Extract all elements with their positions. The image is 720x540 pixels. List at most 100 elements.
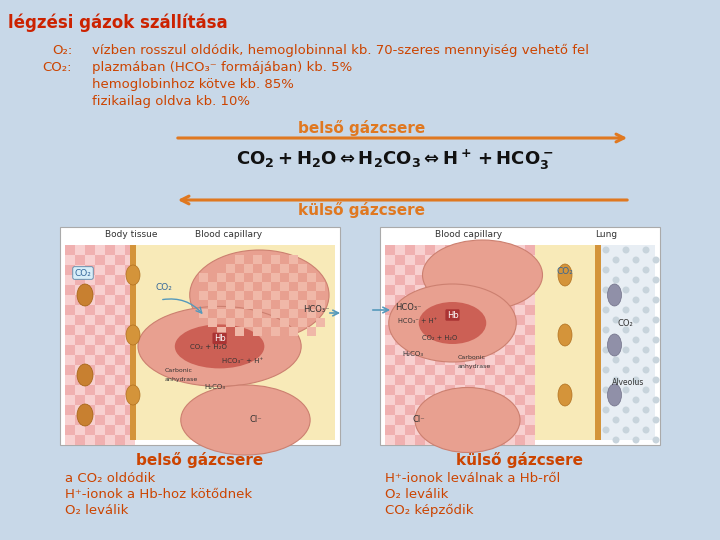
Bar bbox=[75, 365, 85, 375]
Bar bbox=[425, 305, 435, 315]
Bar bbox=[515, 295, 525, 305]
Bar bbox=[485, 285, 495, 295]
Bar bbox=[505, 415, 515, 425]
Bar bbox=[415, 435, 425, 445]
Bar bbox=[425, 415, 435, 425]
Bar bbox=[65, 415, 75, 425]
Bar bbox=[105, 365, 115, 375]
Ellipse shape bbox=[423, 240, 542, 310]
Bar bbox=[125, 355, 135, 365]
Bar bbox=[115, 285, 125, 295]
Bar bbox=[465, 345, 475, 355]
Bar bbox=[65, 325, 75, 335]
Bar bbox=[65, 395, 75, 405]
Circle shape bbox=[642, 387, 649, 394]
Bar bbox=[525, 345, 535, 355]
Bar bbox=[244, 300, 253, 309]
Bar bbox=[485, 295, 495, 305]
Bar bbox=[505, 315, 515, 325]
Circle shape bbox=[623, 327, 629, 334]
Bar bbox=[525, 255, 535, 265]
Bar bbox=[415, 255, 425, 265]
Bar bbox=[415, 285, 425, 295]
Bar bbox=[85, 325, 95, 335]
Bar bbox=[525, 305, 535, 315]
Bar bbox=[425, 395, 435, 405]
Bar bbox=[405, 435, 415, 445]
Bar bbox=[125, 435, 135, 445]
Bar bbox=[465, 325, 475, 335]
Bar bbox=[445, 315, 455, 325]
Bar bbox=[65, 335, 75, 345]
Bar bbox=[525, 355, 535, 365]
Bar bbox=[395, 395, 405, 405]
Bar bbox=[425, 255, 435, 265]
Bar bbox=[65, 245, 75, 255]
Bar bbox=[125, 285, 135, 295]
Bar bbox=[95, 285, 105, 295]
Bar bbox=[425, 365, 435, 375]
Bar bbox=[253, 255, 262, 264]
Bar bbox=[475, 355, 485, 365]
Bar bbox=[495, 375, 505, 385]
Circle shape bbox=[642, 427, 649, 434]
Bar bbox=[455, 275, 465, 285]
Bar bbox=[515, 405, 525, 415]
Bar bbox=[475, 275, 485, 285]
Bar bbox=[505, 395, 515, 405]
Bar bbox=[405, 245, 415, 255]
Bar bbox=[405, 295, 415, 305]
Bar bbox=[455, 335, 465, 345]
Bar bbox=[289, 273, 298, 282]
Ellipse shape bbox=[389, 284, 516, 362]
Bar bbox=[445, 435, 455, 445]
Bar bbox=[435, 345, 445, 355]
Bar bbox=[445, 425, 455, 435]
Text: CO₂ + H₂O: CO₂ + H₂O bbox=[423, 335, 458, 341]
Bar bbox=[199, 309, 208, 318]
Bar bbox=[525, 285, 535, 295]
Bar bbox=[465, 405, 475, 415]
Bar bbox=[515, 435, 525, 445]
Bar bbox=[515, 275, 525, 285]
Bar bbox=[455, 315, 465, 325]
Bar bbox=[495, 385, 505, 395]
Circle shape bbox=[642, 287, 649, 294]
Bar bbox=[425, 375, 435, 385]
Bar bbox=[485, 395, 495, 405]
Bar bbox=[115, 325, 125, 335]
Text: Hb: Hb bbox=[446, 310, 459, 320]
Bar bbox=[289, 309, 298, 318]
Bar bbox=[525, 295, 535, 305]
Bar bbox=[415, 315, 425, 325]
Bar bbox=[485, 405, 495, 415]
Bar bbox=[435, 265, 445, 275]
Bar bbox=[465, 275, 475, 285]
Circle shape bbox=[623, 407, 629, 414]
Bar bbox=[405, 395, 415, 405]
Ellipse shape bbox=[419, 302, 486, 344]
Bar bbox=[75, 325, 85, 335]
Bar bbox=[505, 385, 515, 395]
Bar bbox=[515, 395, 525, 405]
Bar bbox=[405, 265, 415, 275]
Ellipse shape bbox=[181, 385, 310, 455]
Bar bbox=[425, 245, 435, 255]
Circle shape bbox=[632, 436, 639, 443]
Bar bbox=[95, 355, 105, 365]
Bar bbox=[75, 315, 85, 325]
Bar bbox=[65, 285, 75, 295]
Bar bbox=[505, 335, 515, 345]
Bar bbox=[515, 355, 525, 365]
Ellipse shape bbox=[558, 324, 572, 346]
Bar bbox=[105, 395, 115, 405]
Circle shape bbox=[632, 376, 639, 383]
Bar bbox=[115, 355, 125, 365]
Bar bbox=[475, 365, 485, 375]
Bar bbox=[415, 375, 425, 385]
Circle shape bbox=[652, 436, 660, 443]
Circle shape bbox=[613, 356, 619, 363]
Bar bbox=[105, 345, 115, 355]
Bar bbox=[475, 285, 485, 295]
Bar bbox=[395, 365, 405, 375]
